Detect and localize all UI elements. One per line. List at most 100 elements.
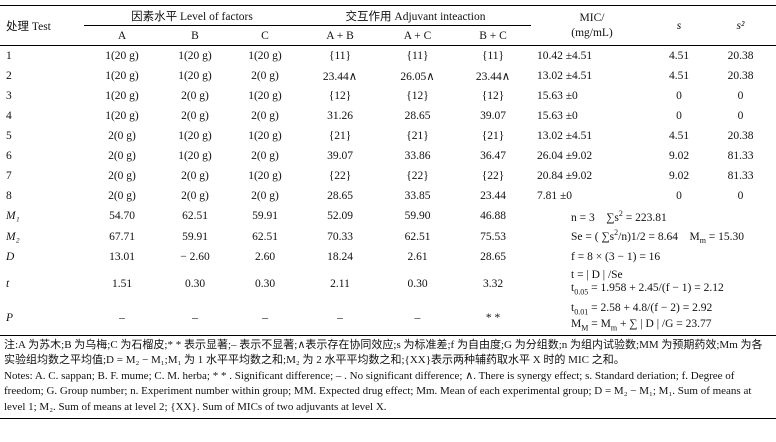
cell: 54.70: [109, 210, 135, 222]
cell: 0.30: [407, 278, 428, 291]
stats-cell: n = 3 ∑s2 = 223.81: [531, 206, 776, 226]
formula-sup: 2: [614, 228, 619, 237]
header-cell: A: [84, 25, 160, 46]
cell: 2(0 g): [251, 150, 279, 162]
note-en: Notes: A. C. sappan; B. F. mume; C. M. h…: [4, 369, 752, 413]
header-cell: A + C: [380, 25, 455, 46]
data-row: 3 1(20 g) 2(0 g) 1(20 g) {12} {12} {12} 15.63 ±…: [0, 86, 776, 106]
header-cell: 处理 Test: [0, 5, 84, 46]
header-row: 处理 Test 因素水平 Level of factors 交互作用 Adjuvan…: [0, 5, 776, 46]
cell: 33.86: [404, 150, 431, 162]
data-row: 4 1(20 g) 2(0 g) 2(0 g) 31.26 28.65 39.07 15.63…: [0, 106, 776, 126]
cell: 10.42 ±4.51: [537, 50, 593, 62]
cell: {11}: [406, 50, 429, 62]
data-row: 7 2(0 g) 2(0 g) 1(20 g) {22} {22} {22} 20.84 ±9…: [0, 166, 776, 186]
cell: 23.44: [480, 190, 506, 202]
formula: Se = ( ∑s2/n)1/2 = 8.64 Mm = 15.30: [571, 226, 774, 247]
cell: 4: [6, 110, 12, 122]
formula: t = | D | /Se: [571, 269, 774, 282]
cell: 36.47: [480, 150, 506, 162]
cell: 2(0 g): [108, 150, 136, 162]
cell: 26.04 ±9.02: [537, 150, 593, 162]
cell: 7.81 ±0: [537, 190, 573, 202]
cell: {12}: [481, 90, 505, 102]
cell: 2(0 g): [251, 110, 279, 122]
formula: f = 8 × (3 − 1) = 16: [571, 251, 774, 264]
cell: 1(20 g): [105, 110, 139, 122]
cell: 52.09: [327, 210, 353, 222]
cell: 13.01: [109, 251, 135, 264]
row-label: t: [6, 278, 10, 291]
cell: {22}: [406, 170, 429, 182]
cell: 3: [6, 90, 12, 102]
cell: {11}: [328, 50, 352, 62]
cell: 0: [676, 190, 682, 202]
formula-sub: 0.05: [574, 287, 589, 297]
cell: 8: [6, 190, 12, 202]
data-row: 8 2(0 g) 2(0 g) 2(0 g) 28.65 33.85 23.44 7.81 ±…: [0, 186, 776, 206]
notes: 注:A 为苏木;B 为乌梅;C 为石榴皮;* * 表示显著;– 表示不显著;∧表…: [0, 336, 776, 420]
cell: − 2.60: [180, 251, 210, 264]
cell: 9.02: [668, 150, 690, 162]
cell: 2.60: [254, 251, 276, 264]
cell: 1(20 g): [248, 130, 282, 142]
cell: 0: [737, 190, 744, 202]
cell: –: [380, 301, 455, 336]
header-cell: MIC/ (mg/mL): [531, 5, 653, 46]
cell: 33.85: [404, 190, 431, 202]
cell: 23.44∧: [322, 71, 358, 83]
cell: 1: [6, 50, 12, 62]
cell: 20.38: [727, 70, 754, 82]
cell: 7: [6, 170, 12, 182]
formula-text: = 1.958 + 2.45/(f − 1) = 2.12: [588, 282, 724, 295]
cell: 0.30: [254, 278, 276, 291]
cell: 62.51: [404, 230, 431, 243]
cell: 1(20 g): [105, 90, 139, 102]
cell: 13.02 ±4.51: [537, 70, 593, 82]
cell: 0: [676, 110, 682, 122]
cell: * *: [455, 301, 531, 336]
cell: 28.65: [480, 251, 506, 264]
formula-text: = 2.58 + 4.8/(f − 2) = 2.92: [588, 301, 713, 314]
cell: 62.51: [182, 210, 208, 222]
cell: –: [160, 301, 230, 336]
row-label: P: [0, 301, 84, 336]
cell: 59.91: [252, 210, 278, 222]
cell: 6: [6, 150, 12, 162]
formula-text: = M: [588, 317, 611, 330]
cell: 5: [6, 130, 12, 142]
data-row: 2 1(20 g) 1(20 g) 2(0 g) 23.44∧ 26.05∧ 23.44∧ 1…: [0, 66, 776, 86]
page: 处理 Test 因素水平 Level of factors 交互作用 Adjuvan…: [0, 5, 776, 442]
formula-text: = 15.30: [705, 230, 745, 243]
header-cell: s: [653, 5, 705, 46]
cell: 1(20 g): [178, 150, 212, 162]
header-cell: 交互作用 Adjuvant inteaction: [300, 5, 531, 26]
cell: 81.33: [727, 170, 754, 182]
cell: 2(0 g): [181, 190, 209, 202]
cell: 81.33: [727, 150, 754, 162]
summary-row: D 13.01 − 2.60 2.60 18.24 2.61 28.65 f = 8 × (3…: [0, 247, 776, 267]
cell: 70.33: [327, 230, 353, 243]
formula-sub: M: [581, 323, 589, 333]
cell: 20.84 ±9.02: [537, 170, 593, 182]
cell: 28.65: [327, 190, 353, 202]
header-cell: A + B: [300, 25, 380, 46]
header-line: MIC/: [579, 11, 605, 24]
row-label: M₁: [6, 210, 20, 222]
cell: 1(20 g): [248, 170, 282, 182]
cell: 20.38: [727, 50, 754, 62]
cell: 20.38: [727, 130, 754, 142]
formula-sub: m: [699, 236, 706, 246]
cell: 59.91: [182, 230, 208, 243]
formula-text: t = | D | /Se: [571, 269, 623, 282]
cell: 0.30: [184, 278, 206, 291]
row-label: M₂: [6, 230, 20, 243]
cell: {22}: [328, 170, 352, 182]
cell: {22}: [481, 170, 505, 182]
cell: –: [84, 301, 160, 336]
cell: 46.88: [480, 210, 506, 222]
cell: 4.51: [668, 50, 690, 62]
cell: 2(0 g): [108, 130, 136, 142]
header-cell: B + C: [455, 25, 531, 46]
